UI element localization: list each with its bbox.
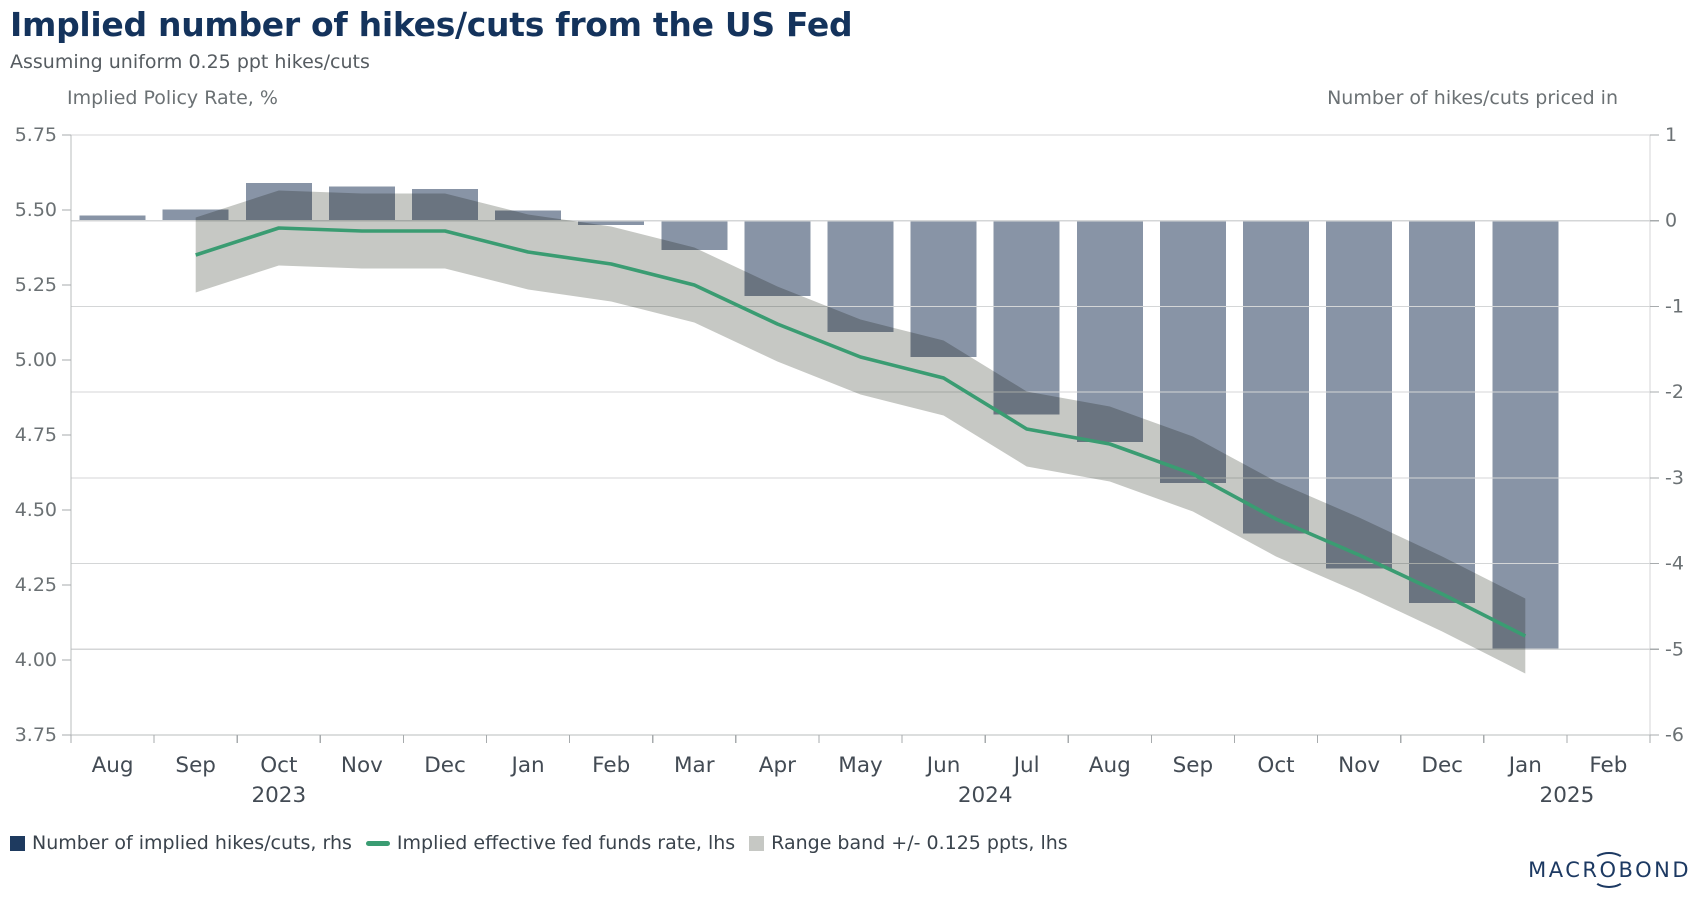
left-tick-label: 5.25 [15, 274, 57, 296]
page-subtitle: Assuming uniform 0.25 ppt hikes/cuts [10, 51, 370, 73]
right-tick-label: 1 [1665, 124, 1677, 146]
x-year-label: 2023 [251, 783, 306, 808]
x-month-label: Dec [1421, 753, 1463, 778]
right-tick-label: -4 [1665, 553, 1684, 575]
left-tick-label: 5.00 [15, 349, 57, 371]
fed-funds-rate-line-series [195, 226, 1527, 638]
x-month-label: Dec [424, 753, 466, 778]
x-year-label: 2025 [1540, 783, 1595, 808]
right-tick-label: 0 [1665, 210, 1677, 232]
bar-dec-2024 [1409, 220, 1476, 603]
x-month-label: Aug [92, 753, 134, 778]
x-month-label: Feb [592, 753, 630, 778]
x-month-label: Feb [1589, 753, 1627, 778]
x-month-label: Mar [674, 753, 715, 778]
left-tick-label: 4.75 [15, 424, 57, 446]
bar-feb-2024 [578, 220, 645, 225]
x-month-label: Jan [1507, 753, 1542, 778]
left-tick-label: 4.50 [15, 499, 57, 521]
x-month-label: May [838, 753, 883, 778]
x-month-label: Jun [925, 753, 961, 778]
line-swatch-icon [365, 840, 390, 846]
x-month-label: Jan [510, 753, 545, 778]
legend-item-hikes-cuts: Number of implied hikes/cuts, rhs [10, 832, 352, 854]
x-month-label: Sep [1173, 753, 1214, 778]
legend-item-range-band: Range band +/- 0.125 ppts, lhs [749, 832, 1068, 854]
x-month-label: Oct [260, 753, 297, 778]
x-month-label: Sep [175, 753, 216, 778]
page-title: Implied number of hikes/cuts from the US… [10, 5, 853, 44]
logo-orbit-o-icon: O [1593, 852, 1626, 888]
left-tick-label: 5.75 [15, 124, 57, 146]
left-axis-title: Implied Policy Rate, % [67, 87, 278, 109]
left-tick-label: 3.75 [15, 724, 57, 746]
right-tick-label: -1 [1665, 295, 1684, 317]
legend-label: Range band +/- 0.125 ppts, lhs [771, 832, 1068, 854]
macrobond-logo: MACROBOND [1528, 852, 1691, 888]
right-tick-label: -3 [1665, 467, 1684, 489]
right-tick-label: -5 [1665, 638, 1684, 660]
logo-text: MACR [1528, 858, 1600, 882]
x-month-label: Apr [759, 753, 796, 778]
left-tick-label: 4.00 [15, 649, 57, 671]
bar-jun-2024 [910, 220, 977, 357]
legend-label: Implied effective fed funds rate, lhs [396, 832, 736, 854]
right-tick-label: -2 [1665, 381, 1684, 403]
range-band-series [195, 190, 1526, 674]
right-axis-title: Number of hikes/cuts priced in [1327, 87, 1618, 109]
x-month-label: Aug [1089, 753, 1131, 778]
bar-jan-2025 [1492, 220, 1559, 649]
x-year-label: 2024 [958, 783, 1013, 808]
left-tick-label: 4.25 [15, 574, 57, 596]
logo-text: BOND [1618, 858, 1691, 882]
band-swatch-icon [749, 835, 765, 851]
left-tick-label: 5.50 [15, 199, 57, 221]
legend: Number of implied hikes/cuts, rhs Implie… [10, 832, 1068, 854]
right-tick-label: -6 [1665, 724, 1684, 746]
x-month-label: Jul [1012, 753, 1040, 778]
x-month-label: Nov [1338, 753, 1380, 778]
x-month-label: Nov [341, 753, 383, 778]
bar-swatch-icon [10, 835, 25, 851]
legend-label: Number of implied hikes/cuts, rhs [32, 832, 352, 854]
bar-aug-2023 [79, 215, 146, 221]
x-month-label: Oct [1257, 753, 1294, 778]
bar-sep-2023 [162, 209, 229, 221]
legend-item-fed-funds-rate: Implied effective fed funds rate, lhs [365, 832, 736, 854]
